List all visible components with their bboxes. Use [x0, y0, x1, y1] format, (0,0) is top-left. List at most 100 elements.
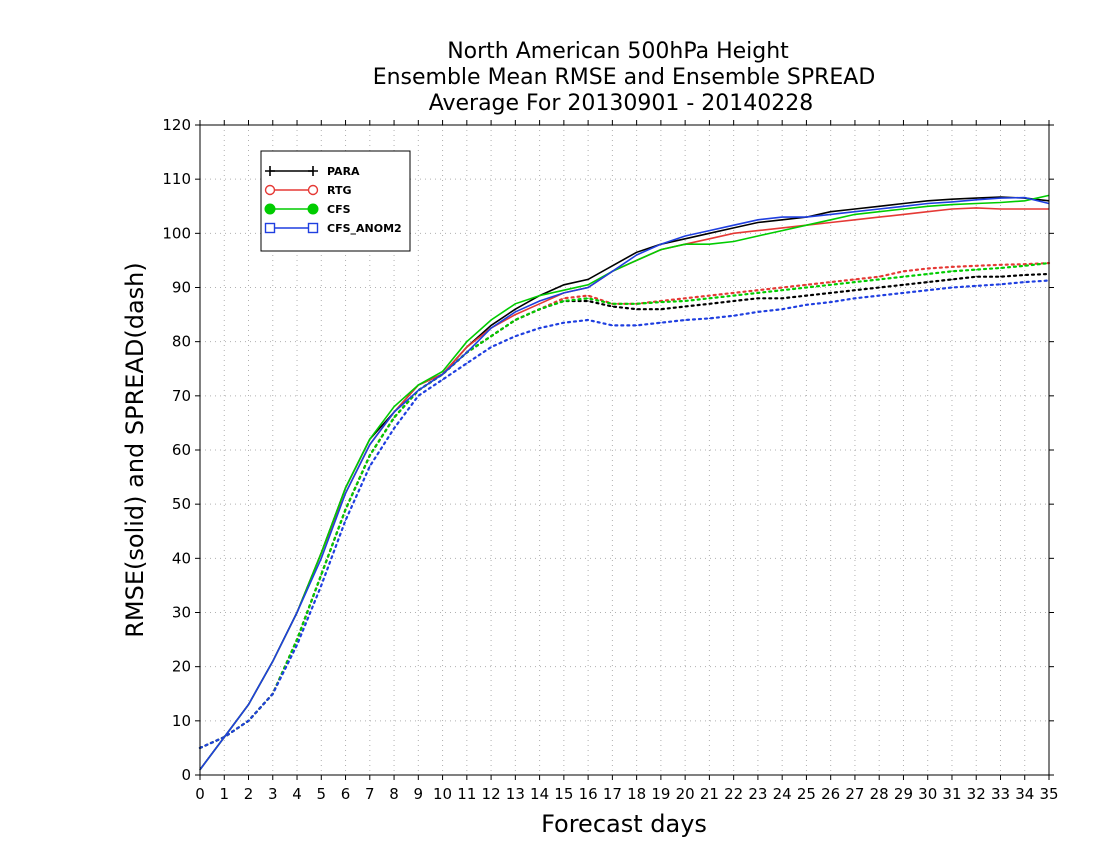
- cfs-spread-line-point: [490, 335, 492, 337]
- cfs-anom2-spread-line-point: [999, 283, 1002, 285]
- cfs-anom2-spread-line-point: [563, 322, 565, 324]
- cfs-rmse-line-point: [878, 211, 880, 213]
- legend-marker-plus: [265, 166, 275, 176]
- cfs-anom2-spread-line-point: [902, 292, 905, 294]
- y-tick-label: 50: [172, 495, 191, 513]
- title-line-1: North American 500hPa Height: [447, 39, 789, 64]
- x-tick-label: 5: [317, 785, 327, 803]
- x-tick-label: 19: [651, 785, 670, 803]
- cfs-spread-line-point: [854, 281, 856, 283]
- para-spread-line-point: [878, 286, 880, 289]
- cfs-anom2-rmse-line-point: [514, 311, 516, 313]
- series-lines: [198, 194, 1051, 771]
- cfs-anom2-rmse-line-point: [344, 492, 347, 494]
- cfs-anom2-spread-line-point: [878, 295, 880, 297]
- legend-marker-dot: [307, 203, 319, 215]
- rtg-rmse-line-point: [466, 346, 468, 348]
- cfs-anom2-spread-line-point: [320, 584, 322, 587]
- cfs-anom2-rmse-line-point: [902, 205, 905, 207]
- para-spread-line-point: [927, 281, 929, 283]
- x-tick-label: 2: [244, 785, 254, 803]
- cfs-spread-line-point: [999, 267, 1002, 269]
- rtg-rmse-line-point: [733, 232, 735, 234]
- grid-lines: [200, 125, 1049, 775]
- legend-marker-square: [307, 222, 319, 234]
- x-tick-label: 27: [845, 785, 864, 803]
- rtg-spread-line-point: [854, 278, 856, 280]
- x-tick-label: 16: [579, 785, 598, 803]
- para-rmse-line-point: [587, 278, 589, 280]
- y-tick-label: 100: [162, 224, 191, 242]
- cfs-rmse-line-point: [636, 259, 638, 262]
- axes: 0 1 2 3 4 5 6 7 8 9 10 11 12 13 14 15 16 17 18 19 20 21 22 23 24…: [162, 116, 1058, 803]
- cfs-anom2-spread-line-point: [927, 289, 929, 291]
- cfs-spread-line-point: [393, 416, 395, 419]
- rtg-spread-line-point: [781, 286, 783, 289]
- x-tick-label: 32: [967, 785, 986, 803]
- x-tick-label: 3: [268, 785, 278, 803]
- cfs-spread-line-point: [296, 638, 298, 641]
- para-rmse-line-point: [636, 251, 638, 253]
- cfs-rmse-line-point: [854, 213, 856, 215]
- para-rmse-line-point: [733, 227, 735, 229]
- y-tick-label: 40: [172, 549, 191, 567]
- cfs-anom2-spread-line-point: [247, 720, 250, 722]
- legend-marker-circle: [264, 184, 276, 196]
- chart-title: North American 500hPa Height Ensemble Me…: [373, 39, 876, 116]
- cfs-rmse-line-point: [1024, 200, 1026, 202]
- cfs-spread-line-point: [684, 300, 686, 302]
- para-spread-line: [198, 272, 1051, 750]
- para-rmse-line-point: [854, 208, 856, 210]
- para-rmse-line-point: [611, 265, 613, 267]
- cfs-spread-line-point: [636, 303, 638, 305]
- cfs-anom2-spread-line-point: [660, 322, 662, 324]
- cfs-spread-line-point: [781, 289, 783, 291]
- para-spread-line-point: [805, 295, 808, 297]
- para-spread-line-point: [684, 305, 686, 308]
- cfs-anom2-rmse-line-point: [1024, 196, 1026, 199]
- cfs-anom2-rmse-line-point: [563, 292, 565, 294]
- y-tick-label: 110: [162, 170, 191, 188]
- cfs-anom2-spread-line-point: [684, 319, 686, 321]
- cfs-rmse-line-point: [660, 248, 662, 251]
- cfs-anom2-rmse-line-point: [781, 216, 783, 218]
- rtg-spread-line-point: [830, 281, 832, 283]
- title-line-2: Ensemble Mean RMSE and Ensemble SPREAD: [373, 65, 876, 90]
- para-spread-line-point: [611, 305, 613, 308]
- legend-marker-square: [264, 222, 276, 234]
- cfs-spread-line-point: [344, 508, 347, 511]
- x-tick-label: 24: [773, 785, 792, 803]
- legend-label-para: PARA: [327, 165, 360, 178]
- cfs-anom2-rmse-line-point: [272, 660, 274, 662]
- cfs-rmse-line-point: [417, 384, 419, 386]
- x-tick-label: 35: [1039, 785, 1058, 803]
- para-spread-line-point: [733, 300, 735, 302]
- para-spread-line-point: [636, 308, 638, 310]
- cfs-anom2-spread-line-point: [393, 427, 395, 429]
- x-tick-label: 1: [219, 785, 229, 803]
- rtg-spread-line-point: [1024, 263, 1026, 265]
- cfs-spread-line-point: [902, 276, 905, 278]
- x-tick-label: 31: [942, 785, 961, 803]
- para-rmse-line-point: [490, 324, 492, 327]
- cfs-rmse-line-point: [441, 370, 444, 373]
- cfs-anom2-spread-line-point: [781, 308, 783, 310]
- x-tick-label: 6: [341, 785, 351, 803]
- x-tick-label: 30: [918, 785, 937, 803]
- cfs-anom2-spread-line-point: [587, 319, 589, 321]
- cfs-spread-line-point: [927, 273, 929, 275]
- x-tick-label: 13: [506, 785, 525, 803]
- legend-label-rtg: RTG: [327, 184, 352, 197]
- x-tick-label: 17: [603, 785, 622, 803]
- rtg-rmse-line-point: [999, 208, 1002, 210]
- cfs-spread-line-point: [563, 300, 565, 302]
- cfs-anom2-rmse-line-point: [708, 230, 711, 232]
- cfs-anom2-rmse-line-point: [975, 199, 977, 201]
- cfs-rmse-line-point: [781, 230, 783, 232]
- cfs-spread-line-point: [539, 308, 541, 310]
- cfs-anom2-spread-line-point: [490, 346, 492, 348]
- cfs-spread-line-point: [805, 286, 808, 289]
- legend-box: [260, 150, 411, 252]
- y-tick-label: 70: [172, 387, 191, 405]
